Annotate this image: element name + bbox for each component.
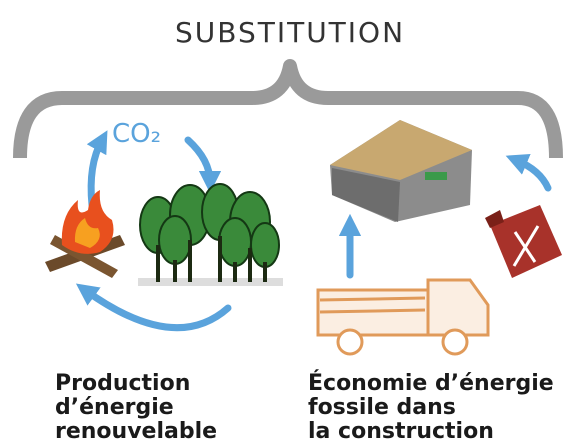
- caption-line: fossile dans: [308, 395, 456, 420]
- caption-line: la construction: [308, 419, 494, 444]
- caption-right: Économie d’énergie fossile dans la const…: [308, 370, 554, 444]
- diagram: SUBSTITUTION CO₂: [0, 0, 580, 446]
- caption-line: renouvelable: [55, 419, 217, 444]
- page: {"title": "SUBSTITUTION", "cycle": {"lab…: [0, 0, 580, 446]
- caption-line: Économie d’énergie: [308, 370, 554, 396]
- arrow: [516, 160, 548, 188]
- house: [330, 120, 472, 222]
- forest: [138, 184, 283, 286]
- co2-label: CO₂: [112, 119, 161, 149]
- arrow: [188, 140, 210, 182]
- caption-line: Production: [55, 371, 190, 396]
- fuel-can: [485, 205, 562, 278]
- arrow: [85, 290, 228, 328]
- truck: [318, 280, 488, 354]
- fire: [45, 190, 125, 278]
- caption-line: d’énergie: [55, 395, 174, 420]
- title: SUBSTITUTION: [175, 16, 405, 49]
- caption-left: Production d’énergie renouvelable: [55, 371, 217, 444]
